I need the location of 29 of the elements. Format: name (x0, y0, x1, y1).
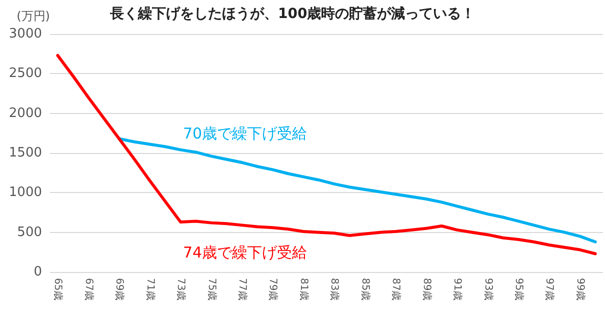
x-tick-label: 77歳 (236, 278, 249, 301)
y-tick-label: 500 (17, 224, 42, 240)
x-tick-label: 79歳 (267, 278, 280, 301)
series-label: 74歳で繰下げ受給 (183, 244, 308, 262)
x-tick-label: 73歳 (175, 278, 188, 301)
y-tick-label: 1500 (8, 146, 42, 160)
y-tick-label: 3000 (8, 26, 42, 42)
x-tick-label: 97歳 (544, 278, 556, 301)
x-tick-label: 93歳 (482, 278, 494, 301)
x-tick-label: 75歳 (206, 278, 218, 301)
y-tick-label: 0 (34, 264, 42, 280)
series-label: 70歳で繰下げ受給 (183, 124, 308, 142)
x-tick-label: 81歳 (298, 278, 310, 301)
x-tick-label: 99歳 (574, 278, 586, 301)
x-tick-label: 71歳 (144, 278, 156, 301)
y-tick-label: 2000 (8, 106, 42, 121)
x-tick-label: 89歳 (420, 278, 433, 301)
x-tick-label: 67歳 (82, 278, 95, 301)
x-tick-label: 69歳 (114, 278, 126, 301)
chart-title: 長く繰下げをしたほうが、100歳時の貯蓄が減っている！ (109, 5, 476, 22)
x-tick-label: 95歳 (513, 278, 526, 301)
x-tick-label: 91歳 (452, 278, 464, 301)
y-tick-label: 2500 (8, 66, 42, 82)
x-tick-label: 83歳 (328, 278, 341, 301)
x-tick-label: 87歳 (390, 278, 402, 301)
y-tick-label: 1000 (8, 185, 42, 200)
x-tick-label: 65歳 (52, 278, 64, 301)
y-axis-title: (万円) (16, 9, 50, 23)
x-tick-label: 85歳 (359, 278, 372, 301)
